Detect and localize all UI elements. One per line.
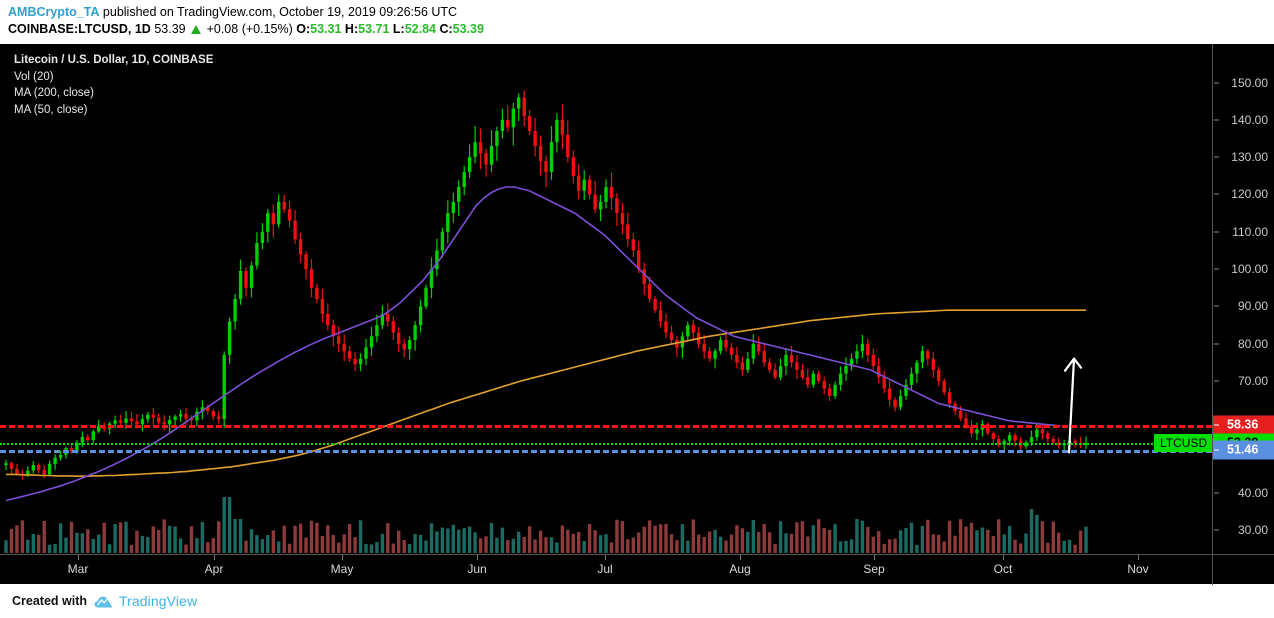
price-axis-label: 90.00 xyxy=(1237,299,1268,314)
ma50-line xyxy=(5,186,1061,502)
price-tick xyxy=(1214,424,1219,425)
tradingview-brand[interactable]: TradingView xyxy=(119,593,198,609)
resistance-line[interactable] xyxy=(0,424,1212,428)
time-tick xyxy=(477,555,478,560)
price-axis-label: 140.00 xyxy=(1231,112,1268,127)
price-tick xyxy=(1214,156,1219,158)
price-tick xyxy=(1214,529,1219,531)
time-tick xyxy=(78,555,79,560)
support-line[interactable] xyxy=(0,450,1212,454)
resistance-price-tag[interactable]: 58.36 xyxy=(1213,415,1274,434)
volume-bars xyxy=(4,497,1088,553)
time-axis-label: Mar xyxy=(67,562,89,576)
close-label: C: xyxy=(439,22,453,36)
price-axis-label: 150.00 xyxy=(1231,75,1268,90)
chart-header: AMBCrypto_TA published on TradingView.co… xyxy=(0,0,1274,40)
time-scale-separator xyxy=(1212,555,1213,585)
price-tick xyxy=(1214,231,1219,233)
time-axis-label: Jul xyxy=(597,562,613,576)
quote-line: COINBASE:LTCUSD, 1D 53.39 +0.08 (+0.15%)… xyxy=(8,21,1274,38)
last-price: 53.39 xyxy=(154,22,186,36)
low-label: L: xyxy=(392,22,405,36)
time-scale[interactable]: Mar Apr May Jun Jul Aug Sep Oct Nov xyxy=(0,554,1274,585)
price-scale[interactable]: 150.00 140.00 130.00 120.00 110.00 100.00 90.0… xyxy=(1212,44,1274,554)
publish-line: AMBCrypto_TA published on TradingView.co… xyxy=(8,4,1274,21)
time-tick xyxy=(1003,555,1004,560)
price-tick xyxy=(1214,268,1219,270)
ma200-line xyxy=(6,309,1086,477)
time-tick xyxy=(740,555,741,560)
plot-area[interactable]: Litecoin / U.S. Dollar, 1D, COINBASE Vol… xyxy=(0,44,1212,554)
price-axis-label: 120.00 xyxy=(1231,187,1268,202)
price-axis-label: 100.00 xyxy=(1231,262,1268,277)
high-value: 53.71 xyxy=(358,22,390,36)
chart-frame: Litecoin / U.S. Dollar, 1D, COINBASE Vol… xyxy=(0,44,1274,585)
price-tick xyxy=(1214,343,1219,345)
current-price-line[interactable] xyxy=(0,443,1212,446)
change-pct: (+0.15%) xyxy=(241,22,293,36)
price-tick xyxy=(1214,119,1219,121)
time-axis-label: Jun xyxy=(467,562,487,576)
candlesticks xyxy=(4,90,1088,480)
time-tick xyxy=(874,555,875,560)
chart-footer: Created with TradingView xyxy=(0,588,1274,618)
price-tick xyxy=(1214,449,1219,451)
price-axis-label: 110.00 xyxy=(1232,224,1268,239)
symbol-label[interactable]: COINBASE:LTCUSD, 1D xyxy=(8,22,151,36)
time-axis-label: Aug xyxy=(729,562,751,576)
price-axis-label: 70.00 xyxy=(1237,374,1268,389)
series-canvas xyxy=(4,90,1088,553)
time-tick xyxy=(214,555,215,560)
price-tick xyxy=(1214,82,1219,84)
close-value: 53.39 xyxy=(452,22,484,36)
up-triangle-icon xyxy=(191,25,202,34)
author-link[interactable]: AMBCrypto_TA xyxy=(8,5,100,19)
price-axis-label: 30.00 xyxy=(1237,523,1268,538)
price-tick xyxy=(1214,305,1219,307)
time-axis-label: May xyxy=(330,562,354,576)
price-tick xyxy=(1214,193,1219,195)
time-axis-label: Sep xyxy=(863,562,885,576)
time-tick xyxy=(342,555,343,560)
bullish-arrow-annotation xyxy=(1063,357,1083,454)
created-with-label: Created with xyxy=(12,594,88,608)
tradingview-logo-icon xyxy=(94,596,113,608)
support-price-tag[interactable]: 51.46 xyxy=(1213,440,1274,460)
low-value: 52.84 xyxy=(404,22,436,36)
change-abs: +0.08 xyxy=(206,22,239,36)
time-axis-label: Apr xyxy=(204,562,224,576)
price-tick xyxy=(1214,380,1219,382)
price-axis-label: 80.00 xyxy=(1237,336,1268,351)
time-tick xyxy=(605,555,606,560)
price-tick xyxy=(1214,492,1219,494)
open-value: 53.31 xyxy=(310,22,342,36)
open-label: O: xyxy=(296,22,311,36)
symbol-price-tag: LTCUSD xyxy=(1154,434,1212,453)
price-axis-label: 40.00 xyxy=(1237,486,1268,501)
time-tick xyxy=(1138,555,1139,560)
high-label: H: xyxy=(344,22,359,36)
price-axis-label: 130.00 xyxy=(1231,150,1268,165)
publish-text: published on TradingView.com, October 19… xyxy=(99,5,458,19)
time-axis-label: Nov xyxy=(1127,562,1149,576)
time-axis-label: Oct xyxy=(993,562,1013,576)
